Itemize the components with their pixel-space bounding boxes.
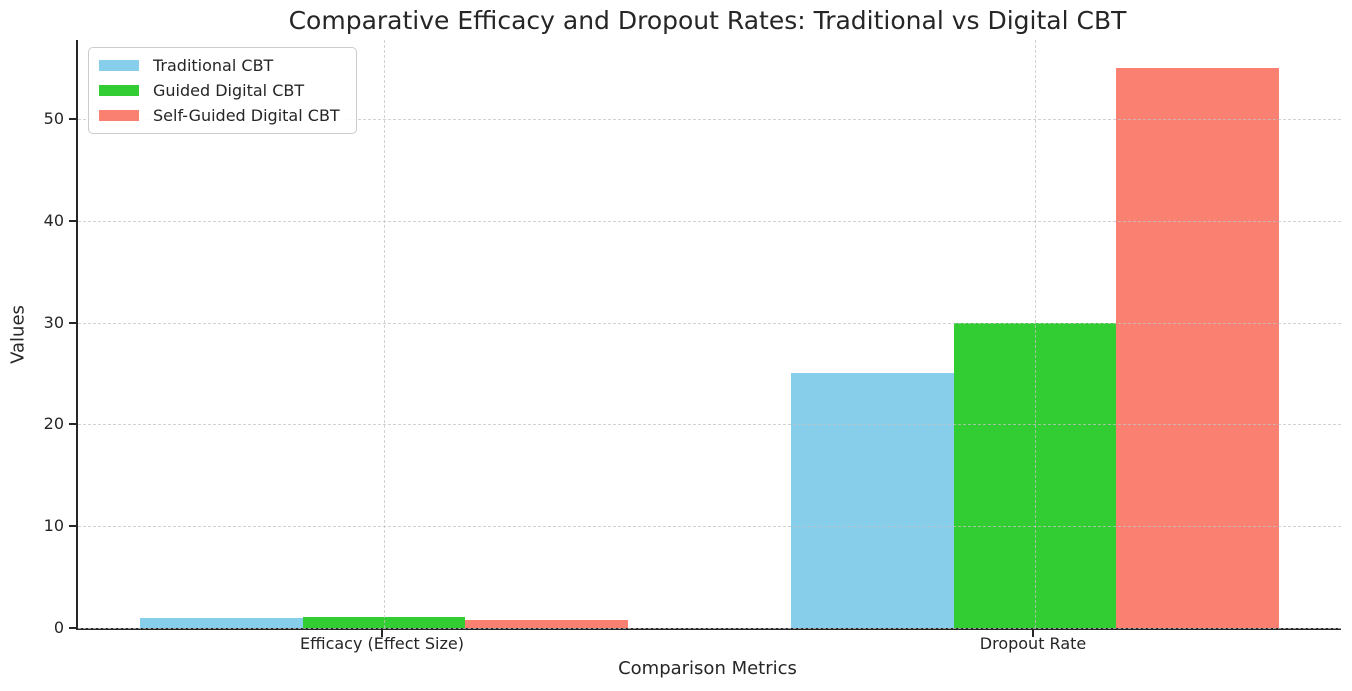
horizontal-gridline <box>78 424 1341 426</box>
y-axis-label: Values <box>7 305 29 364</box>
vertical-gridline <box>1035 40 1036 628</box>
legend-label: Self-Guided Digital CBT <box>153 106 340 125</box>
y-tick-label: 50 <box>43 108 64 128</box>
horizontal-gridline <box>78 322 1341 324</box>
y-tick-mark <box>69 321 76 324</box>
y-tick-mark <box>69 423 76 426</box>
plot-area <box>76 40 1341 630</box>
y-tick-label: 20 <box>43 414 64 434</box>
legend-label: Guided Digital CBT <box>153 81 305 100</box>
y-tick-label: 30 <box>43 312 64 332</box>
legend-item: Traditional CBT <box>99 56 340 75</box>
horizontal-gridline <box>78 526 1341 528</box>
horizontal-gridline <box>78 118 1341 120</box>
horizontal-gridline <box>78 220 1341 222</box>
bar-traditional-cbt <box>790 373 954 628</box>
chart-title: Comparative Efficacy and Dropout Rates: … <box>288 6 1127 35</box>
y-tick-mark <box>69 219 76 222</box>
legend-swatch-icon <box>99 60 139 71</box>
y-tick-mark <box>69 525 76 528</box>
x-tick-mark <box>1032 630 1034 637</box>
bar-self-guided-digital-cbt <box>465 619 629 628</box>
y-tick-label: 40 <box>43 210 64 230</box>
legend-swatch-icon <box>99 85 139 96</box>
x-tick-label: Efficacy (Effect Size) <box>299 634 464 653</box>
bar-traditional-cbt <box>139 617 303 628</box>
bar-guided-digital-cbt <box>302 616 466 628</box>
x-tick-mark <box>380 630 383 637</box>
bar-self-guided-digital-cbt <box>1116 68 1280 628</box>
legend-swatch-icon <box>99 110 139 121</box>
y-tick-mark <box>69 627 76 629</box>
legend: Traditional CBT Guided Digital CBT Self-Gu… <box>88 47 357 134</box>
y-tick-label: 10 <box>43 516 64 536</box>
x-tick-label: Dropout Rate <box>979 634 1087 653</box>
x-axis-label: Comparison Metrics <box>618 658 797 679</box>
vertical-gridline <box>383 40 385 628</box>
legend-item: Guided Digital CBT <box>99 81 340 100</box>
horizontal-gridline <box>78 628 1341 629</box>
y-tick-label: 0 <box>53 618 64 637</box>
legend-item: Self-Guided Digital CBT <box>99 106 340 125</box>
y-tick-mark <box>69 117 76 120</box>
legend-label: Traditional CBT <box>153 56 274 75</box>
